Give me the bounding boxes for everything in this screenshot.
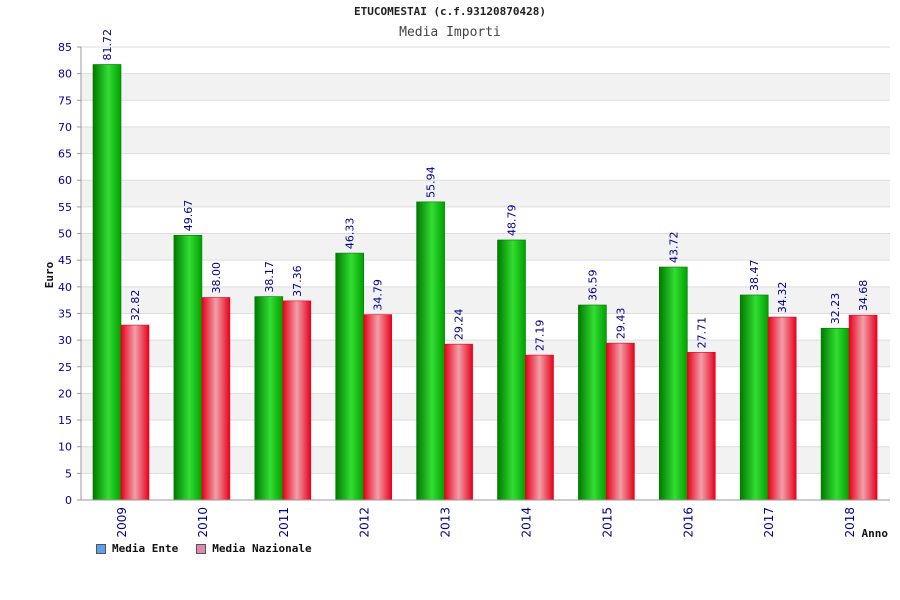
y-tick-label: 70 <box>58 121 72 134</box>
y-tick-label: 50 <box>58 228 72 241</box>
grid-band <box>81 73 890 101</box>
bar-media-ente <box>739 294 769 501</box>
y-tick-label: 30 <box>58 334 72 347</box>
data-label-ente: 38.47 <box>748 259 761 291</box>
x-axis-label: Anno <box>862 527 889 540</box>
x-tick-label: 2014 <box>520 507 534 538</box>
y-tick-label: 60 <box>58 174 72 187</box>
x-tick-label: 2009 <box>115 507 129 538</box>
data-label-nazionale: 32.82 <box>129 290 142 322</box>
bar-media-ente <box>658 266 688 501</box>
data-label-ente: 55.94 <box>425 166 438 198</box>
chart-title: ETUCOMESTAI (c.f.93120870428) <box>353 5 547 18</box>
bar-media-nazionale <box>848 314 878 501</box>
bar-media-nazionale <box>525 354 554 501</box>
legend-swatch-nazionale <box>196 543 207 554</box>
bar-media-ente <box>335 252 365 501</box>
data-label-ente: 49.67 <box>182 200 195 232</box>
data-label-nazionale: 34.32 <box>776 282 789 314</box>
bar-media-nazionale <box>767 316 797 501</box>
legend-item-ente: Media Ente <box>96 542 178 555</box>
bar-media-nazionale <box>120 324 150 501</box>
legend-item-nazionale: Media Nazionale <box>196 542 312 555</box>
y-tick-label: 65 <box>58 148 72 161</box>
y-tick-label: 20 <box>58 387 72 400</box>
y-tick-label: 75 <box>58 94 72 107</box>
grid-band <box>81 126 890 154</box>
data-label-nazionale: 27.19 <box>534 320 547 352</box>
data-label-ente: 46.33 <box>344 218 357 250</box>
bar-media-ente <box>820 327 850 501</box>
bar-media-nazionale <box>201 297 231 501</box>
data-label-nazionale: 29.24 <box>453 309 466 341</box>
data-label-ente: 32.23 <box>829 293 842 325</box>
x-tick-label: 2013 <box>439 507 453 538</box>
y-tick-label: 55 <box>58 201 72 214</box>
data-label-nazionale: 29.43 <box>614 308 627 340</box>
data-label-ente: 48.79 <box>506 204 519 236</box>
bar-media-nazionale <box>282 300 312 501</box>
data-label-nazionale: 27.71 <box>695 317 708 349</box>
x-tick-label: 2018 <box>843 507 857 538</box>
legend-label-ente: Media Ente <box>112 542 179 555</box>
data-label-ente: 81.72 <box>101 29 114 61</box>
data-label-ente: 38.17 <box>263 261 276 293</box>
y-tick-label: 35 <box>58 307 72 320</box>
data-label-ente: 43.72 <box>667 231 680 263</box>
y-tick-label: 85 <box>58 41 72 54</box>
data-label-nazionale: 34.68 <box>857 280 870 312</box>
data-label-nazionale: 37.36 <box>291 265 304 297</box>
x-tick-label: 2012 <box>358 507 372 538</box>
bar-media-ente <box>173 234 203 501</box>
bar-media-ente <box>254 296 284 501</box>
y-tick-label: 10 <box>58 441 72 454</box>
bar-media-ente <box>497 239 526 501</box>
chart-subtitle: Media Importi <box>399 25 501 40</box>
x-tick-label: 2017 <box>762 507 776 538</box>
y-tick-label: 80 <box>58 68 72 81</box>
y-tick-label: 45 <box>58 254 72 267</box>
x-tick-label: 2011 <box>277 507 291 538</box>
y-axis-label: Euro <box>43 261 56 288</box>
y-tick-label: 15 <box>58 414 72 427</box>
data-label-nazionale: 34.79 <box>372 279 385 311</box>
bar-media-nazionale <box>444 343 473 501</box>
x-tick-label: 2010 <box>196 507 210 538</box>
y-tick-label: 40 <box>58 281 72 294</box>
bar-media-nazionale <box>686 352 716 501</box>
y-tick-label: 0 <box>65 494 72 507</box>
grid-band <box>81 233 890 261</box>
legend: Media Ente Media Nazionale <box>96 542 312 555</box>
x-tick-label: 2015 <box>600 507 614 538</box>
bar-media-ente <box>92 64 122 501</box>
x-tick-label: 2016 <box>681 507 695 538</box>
bar-media-nazionale <box>363 314 393 501</box>
y-tick-label: 5 <box>65 467 72 480</box>
y-tick-label: 25 <box>58 361 72 374</box>
bar-media-ente <box>578 304 607 501</box>
bar-media-ente <box>416 201 445 501</box>
bar-media-nazionale <box>606 342 635 501</box>
data-label-ente: 36.59 <box>586 269 599 301</box>
legend-swatch-ente <box>96 543 106 554</box>
data-label-nazionale: 38.00 <box>210 262 223 294</box>
legend-label-nazionale: Media Nazionale <box>212 542 312 555</box>
grid-band <box>81 180 890 207</box>
